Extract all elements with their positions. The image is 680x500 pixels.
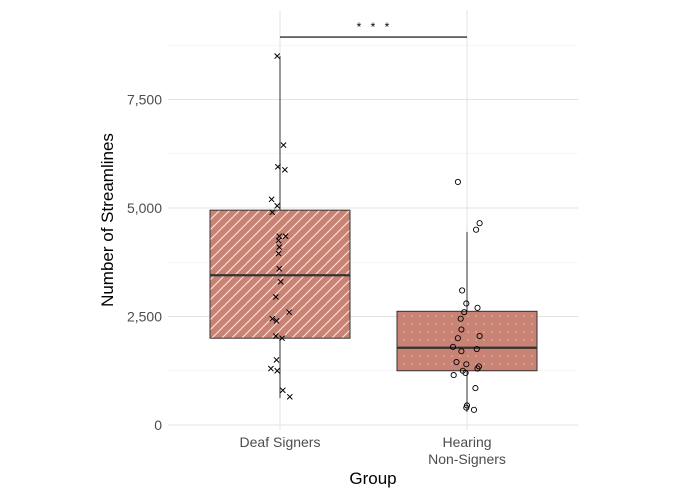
- data-point-cross: [273, 317, 280, 324]
- data-point-circle: [473, 226, 480, 233]
- x-tick-label-line: Non-Signers: [428, 451, 506, 467]
- data-point-cross: [276, 244, 283, 251]
- data-point-circle: [463, 300, 470, 307]
- data-point-circle: [474, 304, 481, 311]
- data-point-cross: [281, 166, 288, 173]
- x-axis-title: Group: [349, 469, 396, 488]
- data-point-cross: [277, 278, 284, 285]
- x-tick-label: Hearing Non-Signers: [428, 434, 506, 467]
- data-point-circle: [458, 326, 465, 333]
- data-point-cross: [274, 367, 281, 374]
- data-point-circle: [459, 287, 466, 294]
- data-point-circle: [476, 332, 483, 340]
- y-tick-label: 5,000: [127, 200, 162, 216]
- data-point-cross: [267, 365, 274, 372]
- data-point-cross: [286, 309, 293, 316]
- data-point-cross: [275, 237, 282, 244]
- data-point-cross: [286, 393, 293, 400]
- data-point-cross: [268, 196, 275, 203]
- x-tick-label: Deaf Signers: [240, 434, 321, 450]
- data-point-circle: [470, 406, 478, 413]
- data-point-cross: [279, 387, 286, 394]
- y-tick-label: 0: [154, 417, 162, 433]
- data-point-cross: [272, 294, 279, 300]
- x-tick-label-line: Hearing: [442, 434, 491, 450]
- significance-label: * * *: [357, 20, 393, 34]
- data-point-circle: [473, 345, 480, 353]
- data-points: [267, 53, 483, 413]
- data-point-cross: [274, 53, 281, 60]
- data-point-circle: [462, 369, 469, 376]
- data-point-circle: [461, 309, 468, 316]
- data-point-circle: [453, 359, 460, 366]
- data-point-cross: [273, 356, 280, 363]
- data-point-cross: [269, 315, 276, 322]
- data-point-circle: [463, 361, 470, 368]
- y-axis-title: Number of Streamlines: [98, 133, 117, 307]
- grid: 0 2,500 5,000 7,500 Deaf Signers Hearing Non-S…: [127, 10, 578, 467]
- data-point-circle: [454, 335, 461, 342]
- data-point-cross: [275, 250, 282, 257]
- data-point-cross: [279, 335, 286, 342]
- data-point-cross: [274, 202, 281, 209]
- data-point-cross: [276, 265, 283, 272]
- data-point-cross: [282, 233, 289, 240]
- y-tick-label: 2,500: [127, 309, 162, 325]
- data-point-circle: [450, 372, 457, 379]
- box-pattern: [397, 311, 537, 371]
- data-point-circle: [472, 385, 479, 392]
- data-point-circle: [476, 220, 483, 227]
- data-point-cross: [274, 163, 281, 170]
- y-tick-label: 7,500: [127, 92, 162, 108]
- data-point-circle: [454, 178, 461, 186]
- x-tick-label-line: Deaf Signers: [240, 434, 321, 450]
- data-point-cross: [272, 333, 279, 339]
- data-point-circle: [449, 343, 457, 350]
- data-point-circle: [457, 315, 464, 322]
- annotations: * * *: [280, 20, 467, 38]
- data-point-circle: [474, 365, 481, 372]
- data-point-circle: [463, 404, 470, 411]
- boxes: [209, 56, 538, 412]
- data-point-cross: [269, 209, 276, 216]
- data-point-circle: [458, 348, 465, 355]
- data-point-cross: [280, 142, 287, 149]
